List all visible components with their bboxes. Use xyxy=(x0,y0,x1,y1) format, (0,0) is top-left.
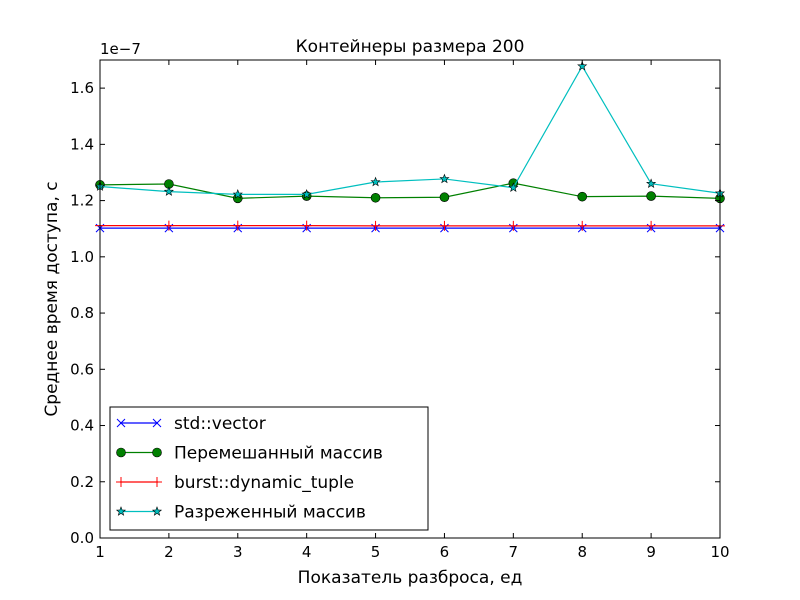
series-o xyxy=(95,178,725,204)
legend-item: Разреженный массив xyxy=(115,503,366,523)
plot-frame xyxy=(99,59,721,539)
x-tick-label: 6 xyxy=(440,543,450,561)
plus-marker xyxy=(163,220,174,231)
y-offset-label: 1e−7 xyxy=(100,40,141,58)
circle-marker xyxy=(116,447,126,458)
x-tick-label: 2 xyxy=(164,543,174,561)
y-tick-label: 0.2 xyxy=(70,473,94,491)
y-tick-label: 0.4 xyxy=(70,417,94,435)
legend-label: Перемешанный массив xyxy=(174,444,383,464)
plus-marker xyxy=(152,477,162,487)
plus-marker xyxy=(232,220,243,231)
star-marker xyxy=(439,173,450,184)
plus-marker xyxy=(116,477,126,487)
plus-marker xyxy=(370,220,381,231)
star-marker xyxy=(115,506,127,516)
series-+ xyxy=(95,220,725,231)
x-tick-label: 9 xyxy=(646,543,656,561)
x-tick-label: 3 xyxy=(233,543,243,561)
star-marker xyxy=(163,186,174,196)
star-marker xyxy=(508,182,519,192)
y-tick-label: 1.6 xyxy=(70,79,94,97)
star-marker xyxy=(370,176,381,187)
series-line xyxy=(99,64,721,196)
y-tick-label: 0.0 xyxy=(70,529,94,547)
x-axis-label: Показатель разброса, ед xyxy=(298,568,523,588)
star-marker xyxy=(646,178,657,189)
x-tick-label: 5 xyxy=(371,543,381,561)
plot-series xyxy=(94,60,726,233)
y-tick-label: 0.6 xyxy=(70,360,94,378)
series-line xyxy=(99,182,721,199)
x-tick-label: 7 xyxy=(509,543,519,561)
legend-label: burst::dynamic_tuple xyxy=(174,473,354,493)
legend-frame xyxy=(109,406,429,531)
legend-item: Перемешанный массив xyxy=(116,444,383,464)
plus-marker xyxy=(301,220,312,231)
x-tick-label: 4 xyxy=(302,543,312,561)
plus-marker xyxy=(439,220,450,231)
legend-label: Разреженный массив xyxy=(174,503,366,523)
y-tick-label: 0.8 xyxy=(70,304,94,322)
x-tick-label: 8 xyxy=(577,543,587,561)
x-tick-label: 10 xyxy=(710,543,729,561)
circle-marker xyxy=(577,191,588,202)
y-tick-label: 1.4 xyxy=(70,135,94,153)
chart-title: Контейнеры размера 200 xyxy=(296,37,525,57)
y-tick-label: 1.2 xyxy=(70,192,94,210)
star-marker xyxy=(151,506,163,516)
star-marker xyxy=(577,60,588,71)
plus-marker xyxy=(508,220,519,231)
circle-marker xyxy=(370,192,381,203)
x-marker xyxy=(116,418,126,428)
series-* xyxy=(94,60,726,199)
x-tick-label: 1 xyxy=(95,543,105,561)
x-marker xyxy=(152,418,162,428)
y-axis-label: Среднее время доступа, с xyxy=(42,181,62,416)
star-marker xyxy=(232,189,243,199)
circle-marker xyxy=(646,191,656,201)
legend-label: std::vector xyxy=(174,414,266,434)
circle-marker xyxy=(152,447,162,458)
star-marker xyxy=(301,189,312,199)
axis-ticks: 1 2 3 4 5 6 7 8 9 10 0.0 0.2 0.4 0.6 0.8 1.0 1.2 1.4 1.6 xyxy=(70,60,730,561)
plus-marker xyxy=(646,220,657,231)
y-tick-label: 1.0 xyxy=(70,248,94,266)
legend-item: burst::dynamic_tuple xyxy=(116,473,354,493)
legend-item: std::vector xyxy=(116,414,266,434)
plus-marker xyxy=(577,220,588,231)
circle-marker xyxy=(439,192,450,203)
